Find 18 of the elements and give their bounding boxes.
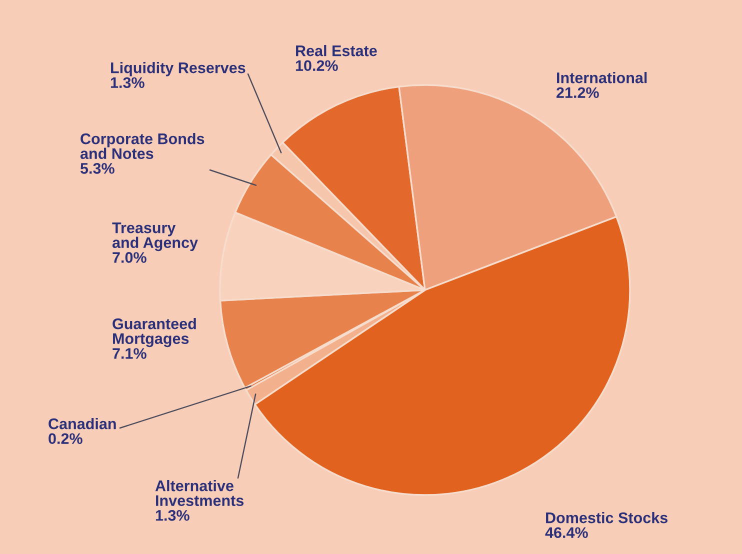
slice-label: Corporate Bonds and Notes bbox=[80, 133, 204, 160]
data-label: 10.2% bbox=[296, 60, 338, 72]
data-label: 21.2% bbox=[556, 87, 599, 98]
slice-label: Guaranteed Mortgages bbox=[112, 318, 196, 348]
slice-label: Real Estate bbox=[296, 45, 377, 56]
data-label: 0.2% bbox=[48, 433, 82, 444]
slice-label: Liquidity Reserves bbox=[111, 62, 246, 76]
data-label: 7.0% bbox=[112, 252, 146, 263]
data-label: 1.3% bbox=[110, 77, 144, 88]
slice-label: Treasury and Agency bbox=[112, 222, 198, 252]
slice-label: International bbox=[557, 72, 647, 84]
slice-label: Domestic Stocks bbox=[546, 512, 668, 524]
slice-label: Alternative Investments bbox=[155, 480, 244, 506]
data-label: 1.3% bbox=[156, 510, 190, 521]
data-label: 7.1% bbox=[112, 348, 146, 359]
slice-label: Canadian bbox=[48, 418, 116, 430]
data-label: 5.3% bbox=[80, 162, 114, 174]
data-label: 46.4% bbox=[545, 527, 588, 538]
